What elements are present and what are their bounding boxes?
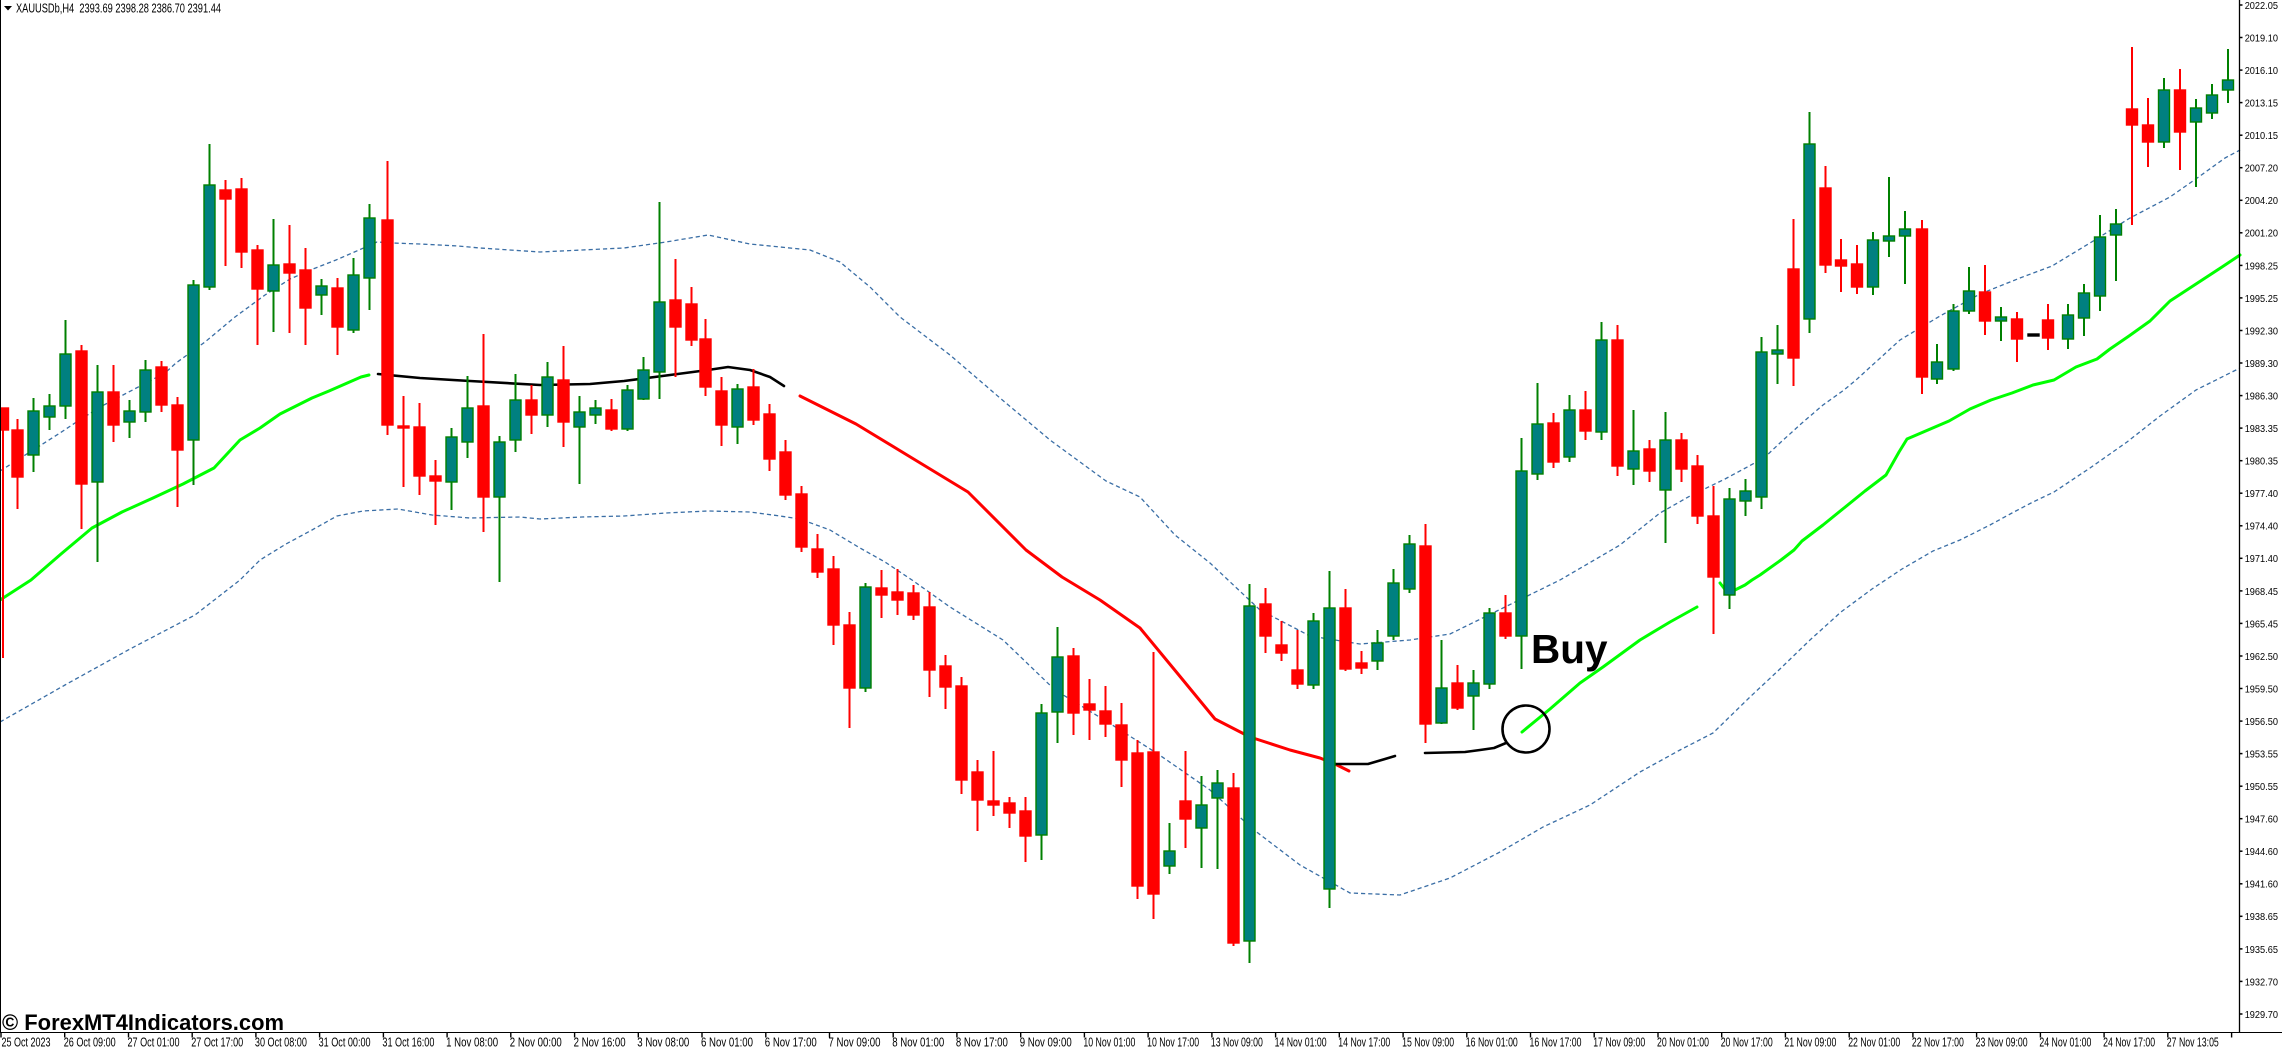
- svg-text:2007.20: 2007.20: [2245, 163, 2278, 175]
- svg-text:7 Nov 09:00: 7 Nov 09:00: [829, 1036, 881, 1047]
- svg-text:1941.60: 1941.60: [2245, 879, 2278, 891]
- svg-text:1971.40: 1971.40: [2245, 553, 2278, 565]
- svg-text:27 Nov 13:05: 27 Nov 13:05: [2167, 1036, 2219, 1047]
- svg-text:10 Nov 17:00: 10 Nov 17:00: [1147, 1036, 1199, 1047]
- svg-text:31 Oct 00:00: 31 Oct 00:00: [319, 1036, 371, 1047]
- svg-text:16 Nov 17:00: 16 Nov 17:00: [1530, 1036, 1582, 1047]
- svg-text:2001.20: 2001.20: [2245, 228, 2278, 240]
- svg-text:24 Nov 17:00: 24 Nov 17:00: [2103, 1036, 2155, 1047]
- svg-text:1965.45: 1965.45: [2245, 618, 2278, 630]
- svg-text:2016.10: 2016.10: [2245, 65, 2278, 77]
- svg-text:17 Nov 09:00: 17 Nov 09:00: [1593, 1036, 1645, 1047]
- svg-text:16 Nov 01:00: 16 Nov 01:00: [1466, 1036, 1518, 1047]
- svg-text:20 Nov 17:00: 20 Nov 17:00: [1721, 1036, 1773, 1047]
- svg-text:1983.35: 1983.35: [2245, 423, 2278, 435]
- svg-text:3 Nov 08:00: 3 Nov 08:00: [637, 1036, 689, 1047]
- svg-text:21 Nov 09:00: 21 Nov 09:00: [1784, 1036, 1836, 1047]
- svg-text:2013.15: 2013.15: [2245, 98, 2278, 110]
- svg-text:27 Oct 01:00: 27 Oct 01:00: [128, 1036, 180, 1047]
- svg-text:1986.30: 1986.30: [2245, 391, 2278, 403]
- svg-text:8 Nov 17:00: 8 Nov 17:00: [956, 1036, 1008, 1047]
- svg-text:1935.65: 1935.65: [2245, 944, 2278, 956]
- svg-text:1989.30: 1989.30: [2245, 358, 2278, 370]
- svg-text:2 Nov 00:00: 2 Nov 00:00: [510, 1036, 562, 1047]
- svg-text:1995.25: 1995.25: [2245, 293, 2278, 305]
- svg-text:1938.65: 1938.65: [2245, 911, 2278, 923]
- svg-text:27 Oct 17:00: 27 Oct 17:00: [191, 1036, 243, 1047]
- svg-text:1 Nov 08:00: 1 Nov 08:00: [446, 1036, 498, 1047]
- svg-text:30 Oct 08:00: 30 Oct 08:00: [255, 1036, 307, 1047]
- svg-text:25 Oct 2023: 25 Oct 2023: [2, 1036, 51, 1047]
- svg-text:2019.10: 2019.10: [2245, 32, 2278, 44]
- svg-text:1959.50: 1959.50: [2245, 683, 2278, 695]
- svg-text:31 Oct 16:00: 31 Oct 16:00: [382, 1036, 434, 1047]
- svg-text:22 Nov 17:00: 22 Nov 17:00: [1912, 1036, 1964, 1047]
- svg-text:13 Nov 09:00: 13 Nov 09:00: [1211, 1036, 1263, 1047]
- svg-text:15 Nov 09:00: 15 Nov 09:00: [1402, 1036, 1454, 1047]
- svg-text:1932.70: 1932.70: [2245, 976, 2278, 988]
- svg-text:XAUUSDb,H4 2393.69 2398.28 23: XAUUSDb,H4 2393.69 2398.28 2386.70 2391.…: [16, 2, 221, 16]
- svg-text:Buy: Buy: [1531, 626, 1608, 672]
- svg-text:© ForexMT4Indicators.com: © ForexMT4Indicators.com: [2, 1010, 284, 1035]
- svg-text:8 Nov 01:00: 8 Nov 01:00: [892, 1036, 944, 1047]
- svg-text:1956.50: 1956.50: [2245, 716, 2278, 728]
- svg-text:1929.70: 1929.70: [2245, 1009, 2278, 1021]
- svg-text:2022.05: 2022.05: [2245, 0, 2278, 12]
- svg-text:20 Nov 01:00: 20 Nov 01:00: [1657, 1036, 1709, 1047]
- svg-text:1980.35: 1980.35: [2245, 456, 2278, 468]
- svg-text:2004.20: 2004.20: [2245, 195, 2278, 207]
- svg-text:26 Oct 09:00: 26 Oct 09:00: [64, 1036, 116, 1047]
- svg-text:2 Nov 16:00: 2 Nov 16:00: [574, 1036, 626, 1047]
- svg-text:10 Nov 01:00: 10 Nov 01:00: [1083, 1036, 1135, 1047]
- svg-text:1992.30: 1992.30: [2245, 325, 2278, 337]
- svg-text:9 Nov 09:00: 9 Nov 09:00: [1020, 1036, 1072, 1047]
- svg-text:6 Nov 01:00: 6 Nov 01:00: [701, 1036, 753, 1047]
- svg-text:1950.55: 1950.55: [2245, 781, 2278, 793]
- svg-text:14 Nov 01:00: 14 Nov 01:00: [1275, 1036, 1327, 1047]
- svg-text:1998.25: 1998.25: [2245, 260, 2278, 272]
- svg-text:23 Nov 09:00: 23 Nov 09:00: [1976, 1036, 2028, 1047]
- svg-text:24 Nov 01:00: 24 Nov 01:00: [2039, 1036, 2091, 1047]
- svg-text:1968.45: 1968.45: [2245, 586, 2278, 598]
- svg-text:1977.40: 1977.40: [2245, 488, 2278, 500]
- svg-text:1953.55: 1953.55: [2245, 749, 2278, 761]
- svg-text:14 Nov 17:00: 14 Nov 17:00: [1338, 1036, 1390, 1047]
- svg-text:1944.60: 1944.60: [2245, 846, 2278, 858]
- svg-text:22 Nov 01:00: 22 Nov 01:00: [1848, 1036, 1900, 1047]
- svg-text:1974.40: 1974.40: [2245, 521, 2278, 533]
- svg-text:6 Nov 17:00: 6 Nov 17:00: [765, 1036, 817, 1047]
- svg-text:1962.50: 1962.50: [2245, 651, 2278, 663]
- svg-text:2010.15: 2010.15: [2245, 130, 2278, 142]
- svg-text:1947.60: 1947.60: [2245, 814, 2278, 826]
